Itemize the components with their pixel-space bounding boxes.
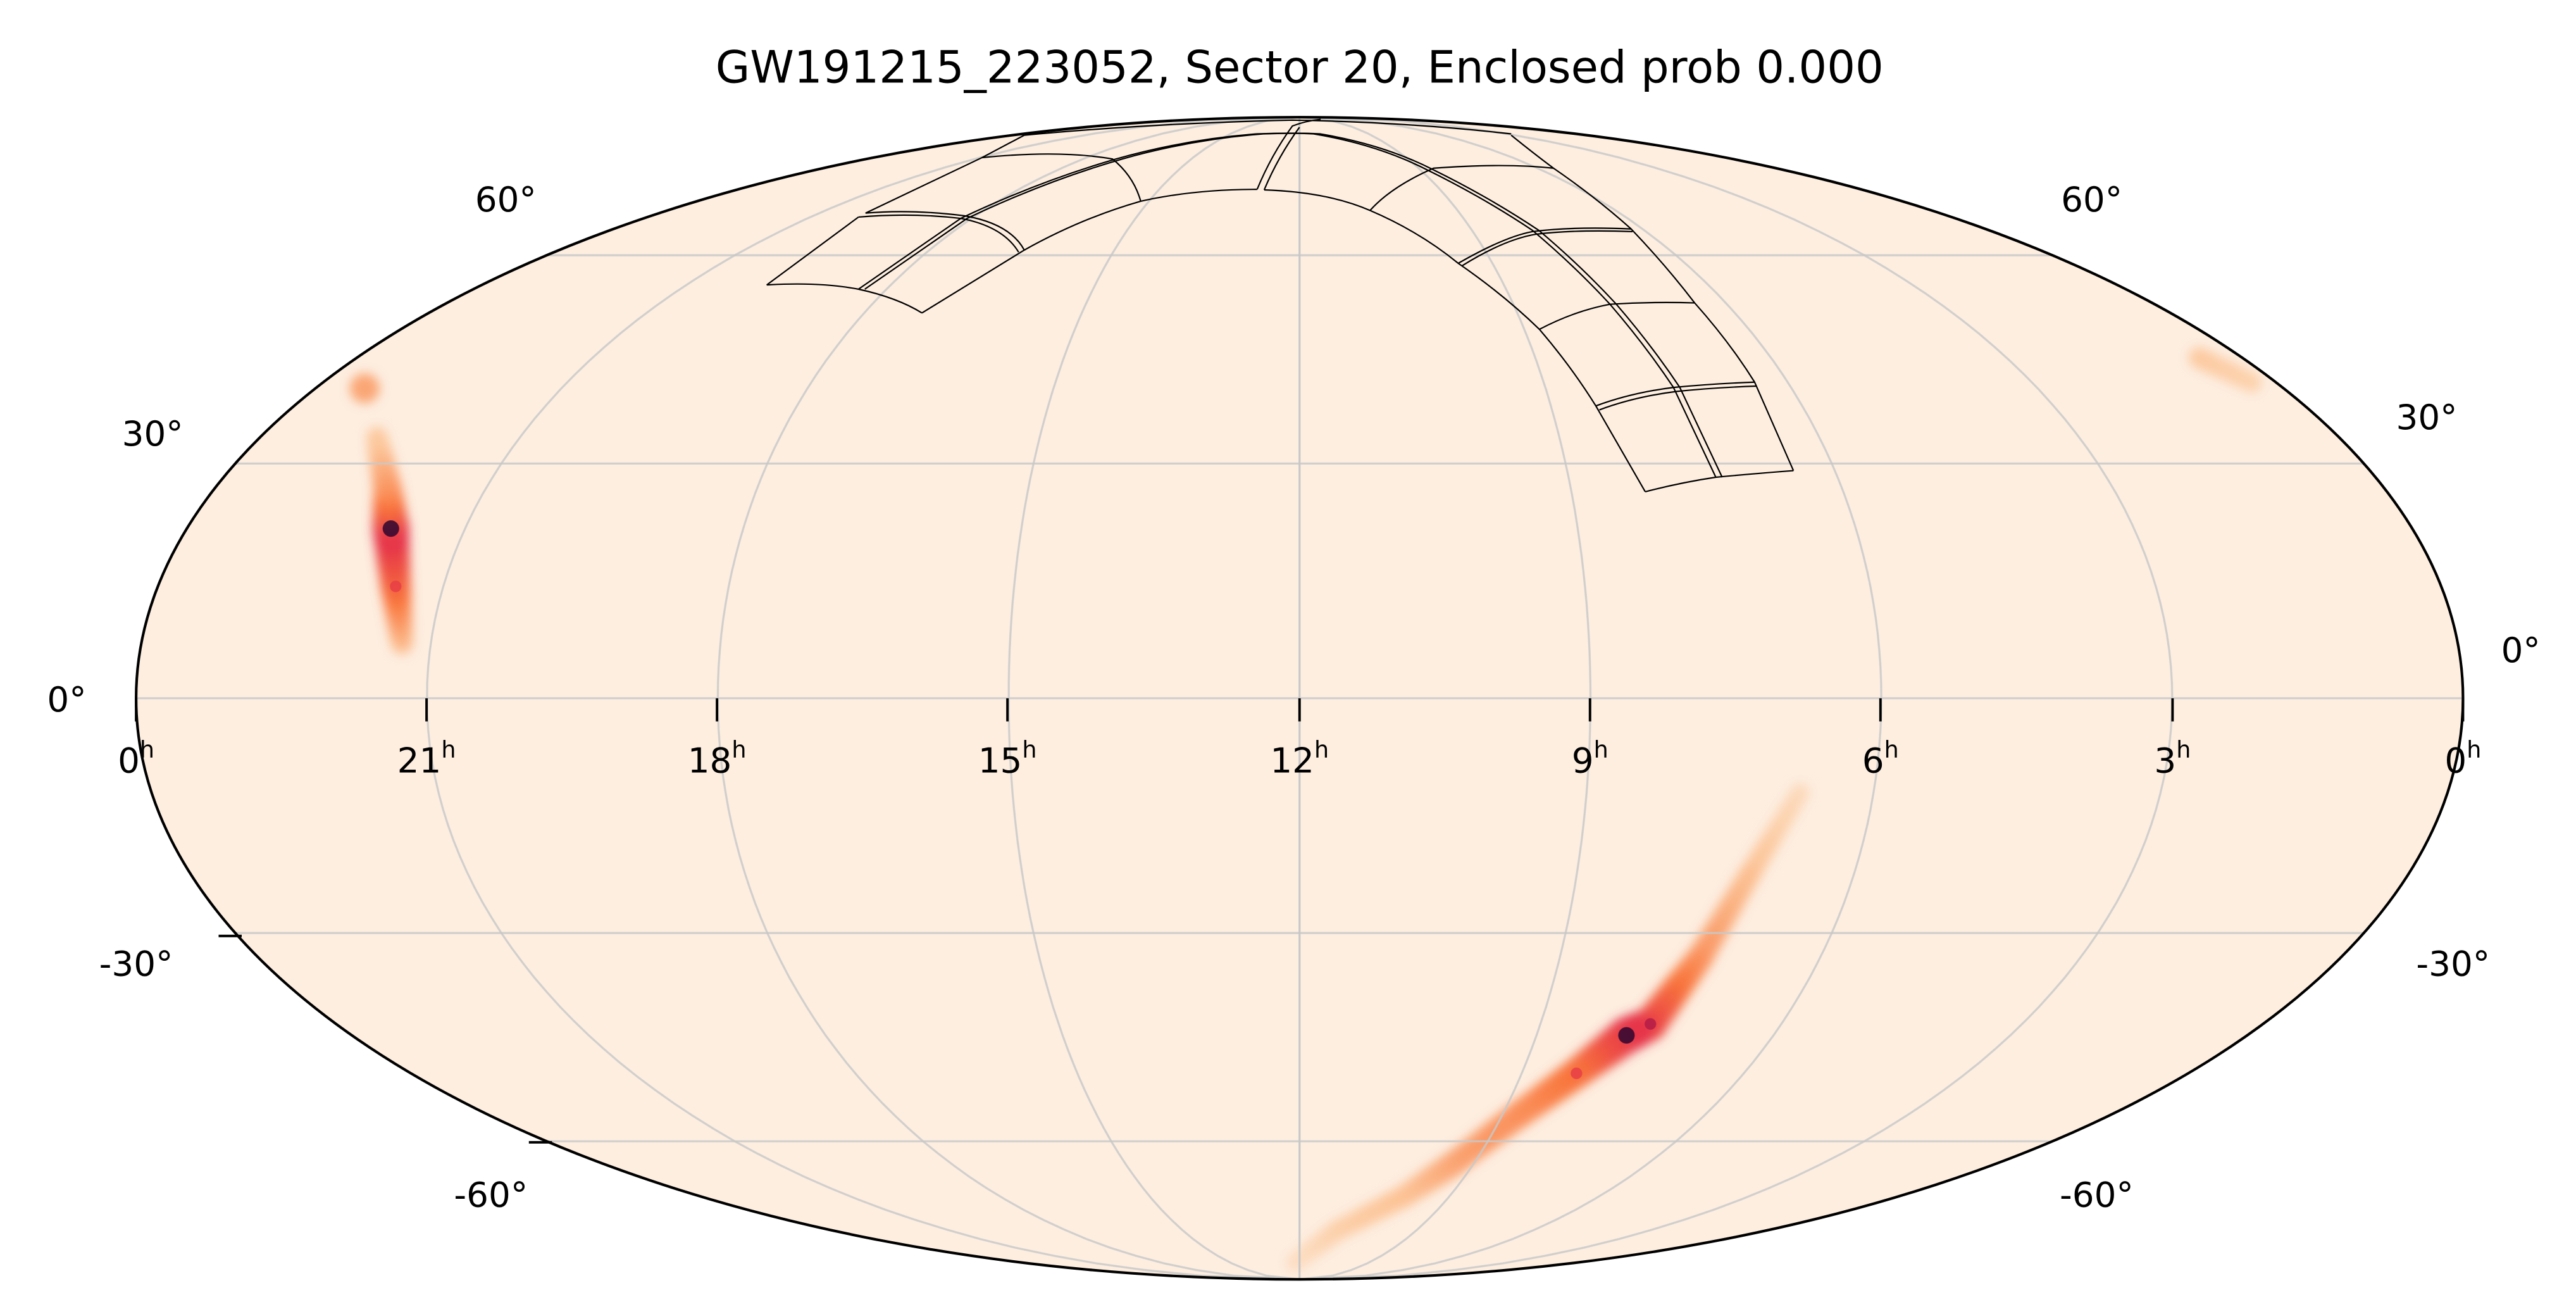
ra-tick-label: 9 bbox=[1572, 741, 1594, 781]
dec-label: -60° bbox=[2060, 1174, 2134, 1215]
ra-tick-label: 0 bbox=[2444, 741, 2467, 781]
dec-label: 30° bbox=[122, 413, 184, 454]
ra-tick-label: 6 bbox=[1862, 741, 1884, 781]
dec-label: 60° bbox=[2061, 179, 2122, 220]
ra-tick-sup: h bbox=[731, 736, 746, 763]
ccd-divider bbox=[866, 211, 1024, 250]
ccd-divider bbox=[859, 215, 1019, 253]
ccd-edge bbox=[1024, 120, 1511, 135]
probability-peak bbox=[1571, 1067, 1583, 1079]
ccd-divider bbox=[1596, 382, 1757, 410]
dec-label: 0° bbox=[2501, 630, 2541, 670]
probability-peak bbox=[1645, 1018, 1657, 1030]
svg-text:3h: 3h bbox=[2154, 736, 2191, 780]
ra-tick: 9h bbox=[1572, 698, 1608, 781]
ra-tick: 21h bbox=[397, 698, 456, 781]
ra-tick-sup: h bbox=[1022, 736, 1036, 763]
svg-text:0h: 0h bbox=[2444, 736, 2481, 780]
ra-tick: 15h bbox=[978, 698, 1037, 781]
ccd-divider bbox=[767, 284, 922, 313]
probability-peak bbox=[382, 520, 399, 537]
ccd-divider bbox=[1257, 120, 1321, 190]
tess-footprint bbox=[767, 120, 1794, 492]
dec-label: -30° bbox=[2416, 943, 2490, 984]
ccd-divider bbox=[1645, 471, 1793, 492]
ra-tick-label: 15 bbox=[978, 741, 1023, 781]
ra-tick-label: 3 bbox=[2154, 741, 2176, 781]
ccd-divider bbox=[1370, 166, 1553, 211]
ra-tick-label: 18 bbox=[688, 741, 732, 781]
ra-tick-label: 0 bbox=[118, 741, 140, 781]
ra-tick-sup: h bbox=[441, 736, 456, 763]
svg-text:9h: 9h bbox=[1572, 736, 1608, 780]
dec-axis-right: 60° 30° 0° -30° -60° bbox=[2060, 179, 2541, 1215]
probability-peak bbox=[1618, 1027, 1635, 1044]
dec-label: 0° bbox=[47, 679, 86, 720]
ccd-divider bbox=[1540, 303, 1695, 329]
probability-peaks bbox=[382, 520, 1657, 1079]
svg-text:21h: 21h bbox=[397, 736, 456, 780]
chart-title: GW191215_223052, Sector 20, Enclosed pro… bbox=[716, 41, 1884, 93]
dec-label: -60° bbox=[454, 1174, 528, 1215]
ra-tick: 18h bbox=[688, 698, 747, 781]
ra-tick: 0h bbox=[118, 698, 154, 781]
svg-text:18h: 18h bbox=[688, 736, 747, 780]
ccd-divider bbox=[982, 154, 1141, 201]
ra-tick-sup: h bbox=[1594, 736, 1608, 763]
probability-blob bbox=[366, 426, 388, 448]
probability-blob bbox=[349, 373, 380, 403]
svg-text:6h: 6h bbox=[1862, 736, 1899, 780]
ra-axis: 0h 21h 18h 15h 12h 9h 6h 3h 0h bbox=[118, 698, 2481, 781]
ra-tick: 3h bbox=[2154, 698, 2191, 781]
dec-axis-left: 60° 30° 0° -30° -60° bbox=[47, 179, 552, 1215]
ra-tick-sup: h bbox=[1314, 736, 1329, 763]
dec-label: -30° bbox=[99, 943, 173, 984]
ra-tick: 6h bbox=[1862, 698, 1899, 781]
probability-blob bbox=[2241, 372, 2263, 393]
ra-tick-sup: h bbox=[140, 736, 154, 763]
footprint-outer-edge bbox=[1511, 135, 1793, 471]
footprint-inner-edge bbox=[922, 189, 1645, 492]
ra-tick-label: 21 bbox=[397, 741, 442, 781]
probability-blob bbox=[1285, 1253, 1305, 1272]
ra-tick: 12h bbox=[1270, 698, 1329, 781]
probability-peak bbox=[390, 580, 402, 592]
ccd-divider bbox=[1459, 228, 1633, 266]
ra-tick: 0h bbox=[2444, 698, 2481, 781]
ra-tick-sup: h bbox=[1884, 736, 1899, 763]
svg-text:12h: 12h bbox=[1270, 736, 1329, 780]
svg-text:0h: 0h bbox=[118, 736, 154, 780]
ra-tick-sup: h bbox=[2467, 736, 2481, 763]
ra-tick-sup: h bbox=[2176, 736, 2191, 763]
svg-text:15h: 15h bbox=[978, 736, 1037, 780]
dec-label: 60° bbox=[475, 179, 537, 220]
ra-tick-label: 12 bbox=[1270, 741, 1314, 781]
dec-label: 30° bbox=[2396, 397, 2458, 437]
